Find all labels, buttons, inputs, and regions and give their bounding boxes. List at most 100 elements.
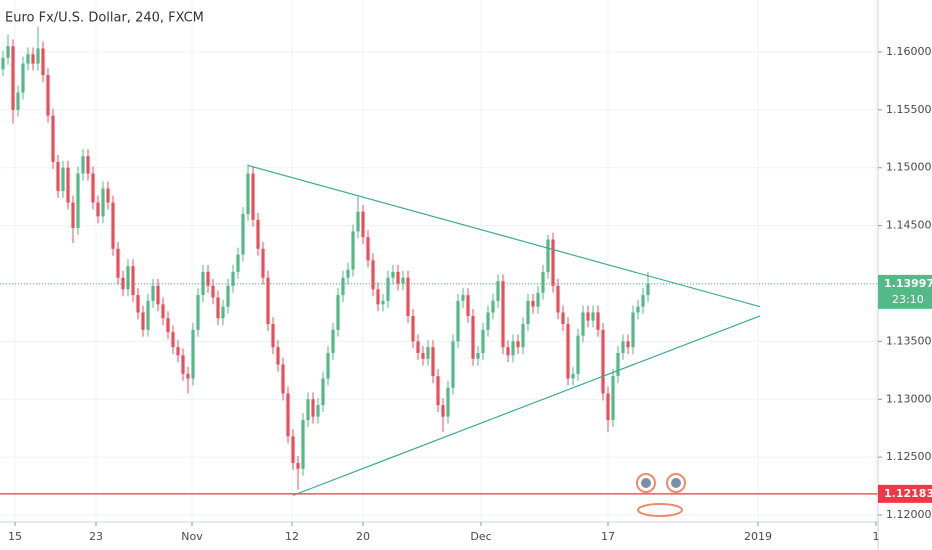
candle-body (196, 295, 200, 330)
candle-body (486, 312, 490, 330)
candle-body (581, 312, 585, 336)
candle-body (331, 329, 335, 353)
y-tick-label: 1.13500 (886, 334, 932, 347)
event-markers[interactable] (636, 473, 686, 517)
candle-body (181, 355, 185, 374)
candle-body (246, 173, 250, 215)
y-tick-label: 1.12500 (886, 450, 932, 463)
candle-body (226, 285, 230, 307)
candle-body (411, 315, 415, 342)
candle-body (261, 248, 265, 278)
candle-body (11, 46, 15, 110)
candle-body (211, 285, 215, 298)
price-label: 1.13997 (884, 277, 932, 290)
candle-body (571, 373, 575, 379)
candle-body (376, 289, 380, 305)
candle-body (361, 211, 365, 238)
candle-body (336, 295, 340, 330)
candle-body (476, 352, 480, 359)
y-tick-label: 1.14500 (886, 219, 932, 232)
candle-body (141, 312, 145, 330)
candle-body (346, 269, 350, 278)
candle-body (586, 312, 590, 321)
candle-body (201, 271, 205, 296)
candle-body (386, 277, 390, 301)
candle-body (66, 167, 70, 203)
candle-body (161, 304, 165, 319)
candle-body (176, 347, 180, 356)
trendline (247, 164, 761, 308)
candle-body (451, 341, 455, 388)
candle-body (251, 173, 255, 220)
candle-body (206, 271, 210, 286)
candle-body (416, 341, 420, 353)
candle-body (46, 75, 50, 116)
candle-body (501, 281, 505, 348)
candle-body (341, 277, 345, 296)
candle-body (591, 312, 595, 321)
candle-body (461, 295, 465, 301)
candle-body (446, 387, 450, 417)
x-tick-label: Dec (470, 530, 491, 543)
x-tick-label: Nov (181, 530, 203, 543)
y-tick-label: 1.16000 (886, 45, 932, 58)
candle-body (406, 277, 410, 316)
chart-title: Euro Fx/U.S. Dollar, 240, FXCM (5, 11, 204, 26)
x-tick-label: 17 (601, 530, 615, 543)
event-marker[interactable] (637, 503, 683, 517)
y-tick-label: 1.13000 (886, 392, 932, 405)
candle-body (431, 347, 435, 377)
candle-body (606, 393, 610, 421)
candle-body (616, 352, 620, 377)
candle-body (456, 300, 460, 342)
x-tick-label: 23 (89, 530, 103, 543)
candle-body (26, 54, 30, 64)
candle-body (301, 420, 305, 469)
candle-body (556, 285, 560, 313)
candle-body (61, 167, 65, 191)
candle-body (306, 399, 310, 421)
candle-body (391, 271, 395, 278)
y-tick-label: 1.12000 (886, 508, 932, 521)
x-tick-label: 20 (356, 530, 370, 543)
candle-body (191, 329, 195, 379)
level-label: 1.12183 (884, 487, 932, 500)
candle-body (41, 48, 45, 76)
level-label-box (878, 484, 932, 503)
candle-body (596, 312, 600, 330)
candle-body (506, 347, 510, 356)
candle-body (286, 393, 290, 437)
candle-body (216, 297, 220, 319)
candle-body (511, 341, 515, 356)
candle-body (521, 324, 525, 348)
candle-body (466, 295, 470, 316)
candle-body (471, 315, 475, 359)
candle-body (561, 312, 565, 325)
countdown-label: 23:10 (892, 293, 924, 306)
candle-body (171, 332, 175, 348)
candle-body (541, 271, 545, 293)
candle-body (76, 173, 80, 228)
candle-body (1, 57, 5, 70)
candle-body (221, 306, 225, 319)
candle-body (91, 173, 95, 203)
candle-body (296, 462, 300, 469)
candle-body (621, 341, 625, 353)
event-icon (671, 478, 681, 488)
x-tick-label: 15 (8, 530, 22, 543)
candle-body (566, 324, 570, 379)
candle-body (71, 202, 75, 228)
candle-body (626, 341, 630, 348)
candle-body (276, 347, 280, 365)
candle-body (116, 248, 120, 278)
candle-body (21, 63, 25, 93)
candle-body (266, 277, 270, 325)
candle-body (131, 266, 135, 296)
candle-body (426, 347, 430, 359)
candle-body (51, 115, 55, 162)
candle-body (536, 292, 540, 307)
candle-body (381, 300, 385, 305)
candle-body (356, 211, 360, 232)
candle-body (236, 254, 240, 272)
